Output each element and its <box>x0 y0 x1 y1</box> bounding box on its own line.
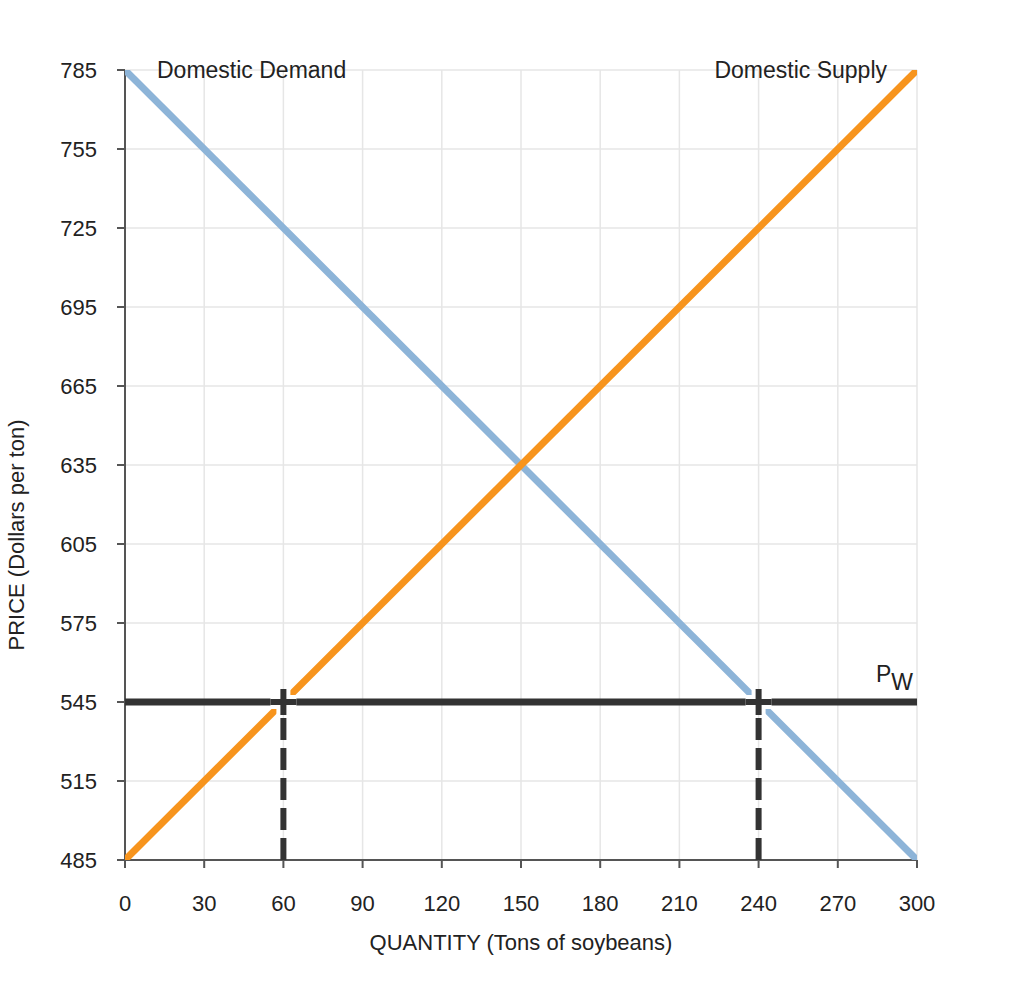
y-tick-label: 575 <box>60 611 97 636</box>
y-tick-label: 515 <box>60 769 97 794</box>
y-tick <box>117 622 125 624</box>
y-tick-label: 695 <box>60 295 97 320</box>
grid-line-y <box>125 385 917 387</box>
x-tick-label: 240 <box>740 891 777 916</box>
x-tick-label: 300 <box>899 891 936 916</box>
x-tick <box>362 860 364 868</box>
x-tick <box>599 860 601 868</box>
series-label: Domestic Supply <box>714 57 887 83</box>
grid-line-y <box>125 148 917 150</box>
label-main: P <box>876 661 891 687</box>
y-tick <box>117 306 125 308</box>
grid-line-y <box>125 622 917 624</box>
y-tick-label: 605 <box>60 532 97 557</box>
y-tick-label: 485 <box>60 848 97 873</box>
series-line <box>280 702 286 860</box>
y-tick <box>117 464 125 466</box>
grid-line-y <box>125 780 917 782</box>
marker-halo <box>746 689 772 715</box>
y-tick <box>117 385 125 387</box>
point-marker <box>746 689 772 715</box>
y-tick <box>117 701 125 703</box>
x-tick-label: 180 <box>582 891 619 916</box>
x-tick-label: 60 <box>271 891 295 916</box>
series-line <box>125 699 917 706</box>
x-tick-label: 120 <box>423 891 460 916</box>
y-tick <box>117 780 125 782</box>
x-tick <box>282 860 284 868</box>
x-axis-label: QUANTITY (Tons of soybeans) <box>370 930 673 955</box>
x-tick-label: 270 <box>819 891 856 916</box>
chart: 0 30 60 90 120 150 180 210 240 270 300 485 515 545 575… <box>0 0 1024 1002</box>
series-label: PW <box>876 661 913 695</box>
y-tick-label: 755 <box>60 137 97 162</box>
x-tick <box>837 860 839 868</box>
label-subscript: W <box>891 669 913 695</box>
plot-area <box>125 70 917 860</box>
y-tick-label: 635 <box>60 453 97 478</box>
x-tick-label: 30 <box>192 891 216 916</box>
x-tick <box>203 860 205 868</box>
grid-line-y <box>125 543 917 545</box>
x-tick-label: 210 <box>661 891 698 916</box>
x-tick <box>520 860 522 868</box>
grid-line-y <box>125 227 917 229</box>
y-tick-label: 725 <box>60 216 97 241</box>
y-axis-label: PRICE (Dollars per ton) <box>4 419 29 650</box>
series-line <box>125 70 917 860</box>
series-line <box>756 702 762 860</box>
marker-halo <box>270 689 296 715</box>
series-label: Domestic Demand <box>157 57 346 83</box>
x-tick-label: 90 <box>350 891 374 916</box>
y-tick <box>117 543 125 545</box>
x-tick-label: 0 <box>119 891 131 916</box>
marker-plus <box>746 689 772 715</box>
x-tick <box>758 860 760 868</box>
x-tick <box>124 860 126 868</box>
point-marker <box>270 689 296 715</box>
y-tick <box>117 69 125 71</box>
x-tick <box>678 860 680 868</box>
x-tick <box>441 860 443 868</box>
y-tick-label: 665 <box>60 374 97 399</box>
y-tick <box>117 148 125 150</box>
grid-line-y <box>125 701 917 703</box>
y-tick <box>117 227 125 229</box>
x-tick <box>916 860 918 868</box>
y-tick-label: 545 <box>60 690 97 715</box>
grid-line-y <box>125 306 917 308</box>
series-line <box>125 70 917 860</box>
x-tick-label: 150 <box>503 891 540 916</box>
y-tick <box>117 859 125 861</box>
marker-plus <box>270 689 296 715</box>
y-tick-label: 785 <box>60 58 97 83</box>
